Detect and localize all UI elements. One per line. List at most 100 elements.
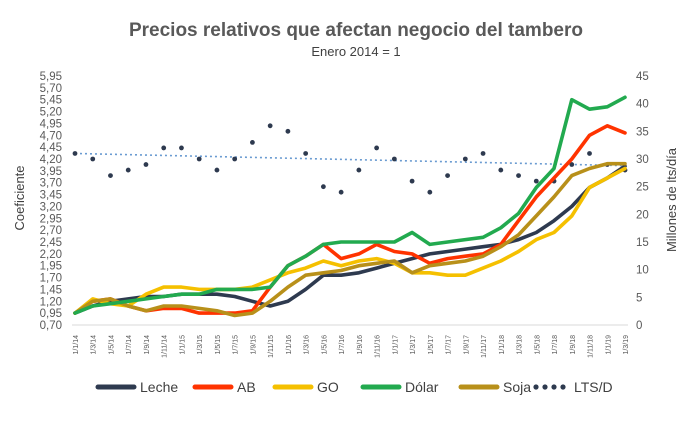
y-tick-label: 1,70	[40, 273, 62, 285]
point-lts-d	[462, 156, 468, 162]
x-tick-label: 1/3/18	[517, 335, 524, 355]
point-lts-d	[196, 156, 202, 162]
point-lts-d	[516, 173, 521, 179]
point-lts-d	[125, 167, 131, 173]
legend-swatch	[533, 384, 539, 390]
y-tick-label: 4,20	[40, 154, 62, 166]
y-tick-label: 5,20	[40, 107, 62, 119]
point-lts-d	[143, 162, 149, 167]
x-tick-label: 1/11/16	[375, 335, 382, 358]
y-tick-label: 5,70	[40, 83, 62, 95]
x-tick-label: 1/11/14	[162, 335, 169, 358]
legend-item-go: GO	[272, 379, 339, 395]
legend-label: GO	[317, 379, 339, 395]
y2-tick-label: 10	[636, 265, 649, 277]
legend-swatch	[551, 384, 557, 390]
point-lts-d	[232, 156, 238, 162]
y2-tick-label: 5	[636, 292, 642, 304]
x-tick-label: 1/3/14	[91, 335, 98, 355]
point-lts-d	[72, 151, 78, 156]
y-tick-label: 4,45	[40, 142, 62, 154]
point-lts-d	[587, 151, 592, 156]
x-tick-label: 1/3/16	[304, 335, 311, 355]
series-line-ab	[73, 124, 627, 315]
x-tick-label: 1/1/17	[392, 335, 399, 355]
y-axis-label: Coeficiente	[12, 165, 27, 230]
legend-item-lts-d: LTS/D	[533, 379, 613, 395]
legend-label: LTS/D	[574, 379, 613, 395]
x-tick-label: 1/9/17	[463, 335, 470, 355]
y-tick-label: 0,70	[40, 320, 62, 332]
x-tick-label: 1/1/19	[605, 335, 612, 355]
plot-area	[72, 95, 628, 318]
series-line-soja	[73, 161, 627, 318]
point-lts-d	[445, 173, 450, 179]
x-tick-label: 1/7/15	[233, 335, 240, 355]
x-tick-label: 1/7/14	[126, 335, 133, 355]
x-tick-label: 1/5/16	[321, 335, 328, 355]
x-tick-label: 1/11/17	[481, 335, 488, 358]
x-tick-label: 1/9/14	[144, 335, 151, 355]
point-lts-d	[320, 184, 326, 190]
y-tick-label: 1,45	[40, 284, 62, 296]
x-tick-label: 1/5/17	[428, 335, 435, 355]
point-lts-d	[569, 162, 575, 167]
legend-swatch	[542, 384, 548, 390]
y-tick-label: 2,95	[40, 213, 62, 225]
trendline-lts-d	[74, 152, 626, 167]
point-lts-d	[161, 145, 167, 151]
point-lts-d	[338, 189, 344, 195]
legend-item-leche: Leche	[95, 379, 178, 395]
y2-tick-label: 30	[636, 154, 649, 166]
point-lts-d	[108, 173, 113, 179]
x-tick-label: 1/1/14	[73, 335, 80, 355]
point-lts-d	[214, 167, 220, 173]
x-tick-label: 1/9/15	[250, 335, 257, 355]
y-tick-label: 4,70	[40, 130, 62, 142]
y2-tick-label: 45	[636, 71, 649, 83]
point-lts-d	[480, 151, 486, 156]
legend-item-soja: Soja	[458, 379, 531, 395]
x-tick-label: 1/5/15	[215, 335, 222, 355]
point-lts-d	[303, 151, 309, 156]
legend-item-dolar: Dólar	[360, 379, 439, 395]
x-tick-label: 1/9/18	[570, 335, 577, 355]
x-tick-label: 1/11/18	[588, 335, 595, 358]
legend-label: AB	[237, 379, 256, 395]
x-tick-label: 1/5/18	[534, 335, 541, 355]
y-tick-label: 3,45	[40, 190, 62, 202]
point-lts-d	[179, 145, 184, 151]
y2-tick-label: 40	[636, 99, 649, 111]
x-tick-label: 1/1/16	[286, 335, 293, 355]
legend-label: Dólar	[405, 379, 439, 395]
y-tick-label: 4,95	[40, 118, 62, 130]
x-tick-label: 1/7/17	[446, 335, 453, 355]
legend-label: Soja	[503, 379, 531, 395]
x-tick-label: 1/11/15	[268, 335, 275, 358]
y-tick-label: 3,95	[40, 166, 62, 178]
x-tick-label: 1/5/14	[108, 335, 115, 355]
x-tick-label: 1/3/17	[410, 335, 417, 355]
point-lts-d	[267, 123, 273, 129]
legend-item-ab: AB	[192, 379, 256, 395]
point-lts-d	[533, 178, 539, 184]
y2-axis-label: Millones de lts/día	[664, 147, 679, 252]
y-tick-label: 2,20	[40, 249, 62, 261]
legend-label: Leche	[140, 379, 178, 395]
y-tick-label: 5,45	[40, 95, 62, 107]
x-tick-label: 1/1/18	[499, 335, 506, 355]
y-tick-label: 3,70	[40, 178, 62, 190]
y2-tick-label: 15	[636, 237, 649, 249]
x-tick-label: 1/3/15	[197, 335, 204, 355]
point-lts-d	[285, 128, 291, 134]
series-line-dolar	[73, 95, 627, 315]
y2-tick-label: 0	[636, 320, 642, 332]
x-tick-label: 1/7/18	[552, 335, 559, 355]
point-lts-d	[356, 167, 362, 173]
point-lts-d	[90, 156, 96, 162]
y2-axis: 45 40 35 30 25 20 15 10 5 0	[636, 71, 649, 332]
point-lts-d	[409, 178, 415, 184]
y-tick-label: 1,20	[40, 296, 62, 308]
y-tick-label: 3,20	[40, 201, 62, 213]
